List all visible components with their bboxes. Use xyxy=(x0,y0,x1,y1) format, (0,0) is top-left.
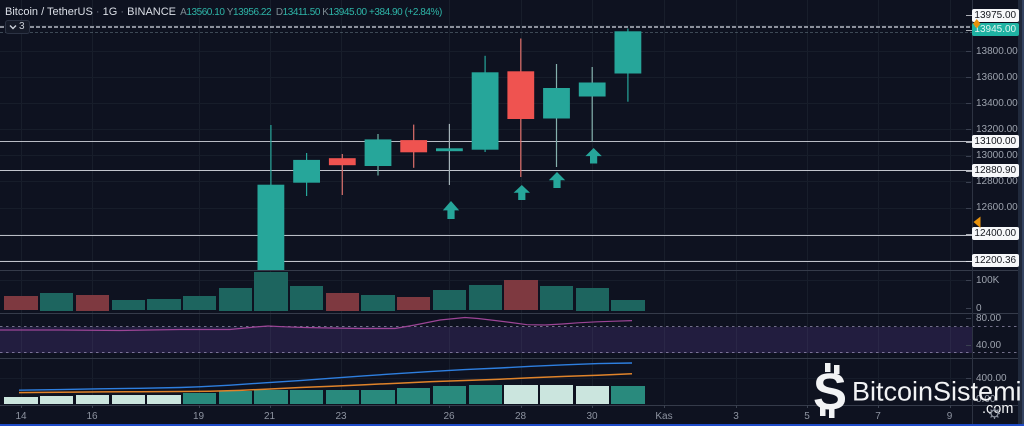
svg-text:S: S xyxy=(813,363,847,420)
svg-text:BitcoinSistemi: BitcoinSistemi xyxy=(852,377,1022,407)
